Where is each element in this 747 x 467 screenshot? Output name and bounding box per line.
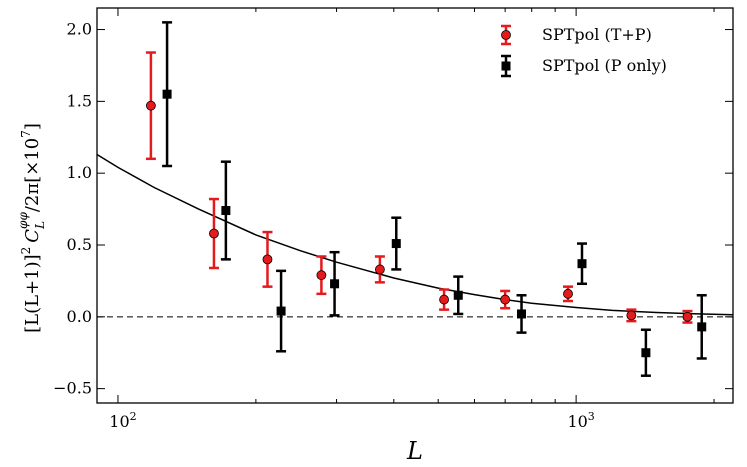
series-tp xyxy=(145,51,693,324)
theory-curve xyxy=(96,153,734,316)
data-point xyxy=(697,322,707,332)
data-point xyxy=(500,294,511,305)
data-point xyxy=(330,279,340,289)
data-point xyxy=(209,228,219,239)
y-tick-label: 1.0 xyxy=(67,163,92,182)
y-tick-label: −0.5 xyxy=(53,379,92,398)
legend-label-tp: SPTpol (T+P) xyxy=(542,25,652,44)
x-axis-label: L xyxy=(406,437,423,465)
y-tick-label: 1.5 xyxy=(67,91,92,110)
legend-entry-p: SPTpol (P only) xyxy=(501,54,667,78)
data-point xyxy=(577,259,587,269)
series-p xyxy=(162,21,707,377)
data-point xyxy=(276,306,286,316)
data-point xyxy=(682,311,693,322)
plot-area xyxy=(96,21,734,377)
y-tick-label: 2.0 xyxy=(67,20,92,39)
x-tick-label-1000: 103 xyxy=(567,410,594,431)
x-tick-label-100: 102 xyxy=(109,410,136,431)
data-point xyxy=(316,270,327,281)
data-point xyxy=(221,206,231,216)
data-point xyxy=(391,239,401,249)
y-axis-label: [L(L+1)]2CLφφ/2π[×107] xyxy=(16,123,47,333)
axis-ticks: −0.5 0.0 0.5 1.0 1.5 2.0 xyxy=(53,8,733,403)
y-tick-label: 0.0 xyxy=(67,307,92,326)
data-point xyxy=(626,310,637,321)
legend-marker-p xyxy=(501,61,511,71)
data-point xyxy=(641,348,651,358)
plot-frame xyxy=(96,7,734,404)
data-point xyxy=(453,290,463,300)
legend: SPTpol (T+P) SPTpol (P only) xyxy=(501,24,667,78)
data-point xyxy=(517,309,527,319)
y-tick-label: 0.5 xyxy=(67,235,92,254)
legend-marker-tp xyxy=(501,30,511,40)
data-point xyxy=(162,89,172,99)
data-point xyxy=(145,100,156,111)
data-point xyxy=(262,254,273,265)
legend-label-p: SPTpol (P only) xyxy=(542,56,667,75)
legend-entry-tp: SPTpol (T+P) xyxy=(501,24,652,46)
data-point xyxy=(439,294,449,305)
data-point xyxy=(374,264,385,275)
data-point xyxy=(563,288,573,299)
